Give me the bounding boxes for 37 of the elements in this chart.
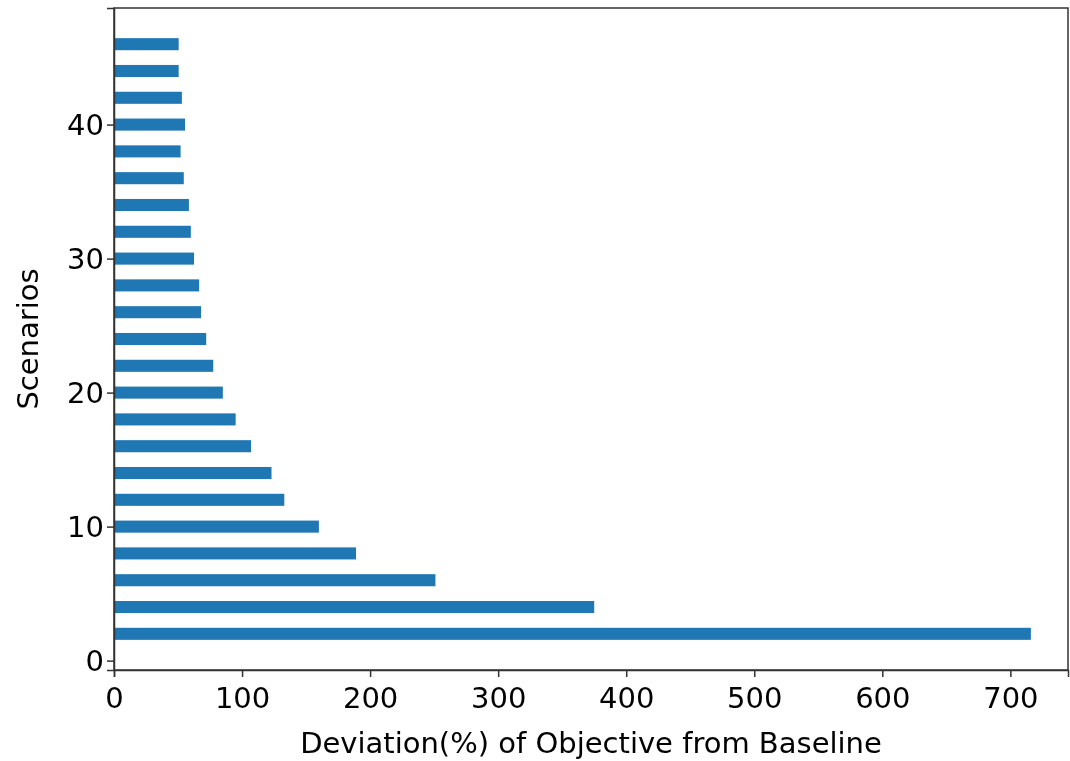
bar — [114, 520, 319, 533]
bar — [114, 279, 200, 292]
bar — [114, 252, 195, 265]
x-axis-title: Deviation(%) of Objective from Baseline — [300, 726, 882, 760]
x-tick-label: 300 — [470, 680, 527, 715]
x-tick-label: 500 — [727, 680, 783, 715]
bar — [114, 225, 191, 238]
bar — [114, 466, 272, 480]
bar — [114, 172, 184, 185]
bar — [114, 600, 595, 614]
bar — [114, 493, 285, 506]
bar — [114, 118, 186, 131]
x-tick-label: 700 — [983, 680, 1039, 715]
bar — [114, 547, 357, 560]
bar — [114, 38, 179, 51]
y-tick-label: 40 — [67, 108, 104, 143]
bar — [114, 440, 252, 453]
bar — [114, 386, 223, 399]
bar — [114, 198, 189, 212]
x-tick-label: 400 — [599, 680, 655, 715]
y-axis-title: Scenarios — [11, 268, 45, 410]
y-tick-label: 30 — [67, 242, 104, 277]
bar — [114, 574, 436, 587]
bar — [114, 145, 181, 158]
bar — [114, 359, 214, 372]
bar — [114, 64, 179, 78]
bar — [114, 413, 236, 426]
x-tick-label: 600 — [855, 680, 911, 715]
bar — [114, 627, 1031, 640]
bar — [114, 332, 207, 346]
y-tick-label: 20 — [67, 376, 104, 411]
y-tick-label: 10 — [67, 510, 104, 545]
y-tick-label: 0 — [85, 644, 104, 679]
x-tick-label: 200 — [342, 680, 399, 715]
bar — [114, 91, 182, 104]
x-tick-label: 100 — [214, 680, 271, 715]
bar — [114, 306, 202, 319]
